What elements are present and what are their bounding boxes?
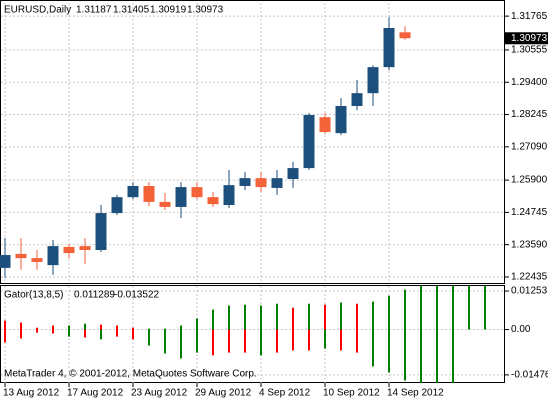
gator-bars [4,286,486,383]
x-tick-label: 23 Aug 2012 [131,388,188,399]
y-tick-label: 1.28245 [511,109,548,120]
candle-body [399,32,411,39]
candle-body [303,114,315,169]
candles [0,17,411,278]
candle-body [95,213,107,251]
y-tick-label: 1.24745 [511,207,548,218]
candle-body [0,255,11,268]
y-tick-label: 1.22435 [511,272,548,283]
main-grid [1,3,505,283]
y-tick-label: 1.31765 [511,11,548,22]
y-tick-label: 0.00 [511,324,531,335]
candle-body [383,28,395,68]
candle-body [191,187,203,198]
candle-body [351,93,363,107]
header-low: 1.30919 [150,5,187,16]
candle-body [367,67,379,94]
candle-body [175,187,187,207]
candle-body [239,178,251,186]
candle-body [271,178,283,188]
candle-body [159,201,171,207]
candle-body [207,197,219,205]
x-tick-label: 10 Sep 2012 [323,388,380,399]
candle-body [31,258,43,263]
candle-body [79,246,91,251]
chart-title: EURUSD,Daily [4,5,71,16]
candle-body [319,117,331,133]
gator-title: Gator(13,8,5) [4,290,63,301]
y-tick-label: -0.01476 [511,370,548,381]
current-price-box [505,32,548,45]
y-tick-label: 0.01253 [511,286,548,297]
current-price-label: 1.30973 [511,33,548,44]
candle-body [47,246,59,266]
candle-body [127,185,139,198]
y-tick-label: 1.27090 [511,141,548,152]
y-tick-label: 1.29400 [511,77,548,88]
gator-upper-value: 0.011289 [74,290,115,301]
x-tick-label: 17 Aug 2012 [67,388,124,399]
candle-body [223,185,235,205]
candle-body [15,253,27,259]
gator-lower-value: -0.013522 [114,290,159,301]
header-high: 1.31405 [113,5,150,16]
candle-body [255,178,267,188]
candle-body [335,106,347,134]
header-open: 1.31187 [76,5,112,16]
candle-body [111,197,123,214]
header-close: 1.30973 [187,5,224,16]
y-tick-label: 1.23590 [511,239,548,250]
main-panel [0,0,505,284]
y-tick-label: 1.25900 [511,175,548,186]
candle-body [287,168,299,179]
x-tick-label: 14 Sep 2012 [387,388,444,399]
y-tick-label: 1.30555 [511,45,548,56]
x-tick-label: 13 Aug 2012 [3,388,60,399]
candle-body [143,185,155,202]
candle-body [63,246,75,254]
x-tick-label: 4 Sep 2012 [259,388,311,399]
x-tick-label: 29 Aug 2012 [195,388,252,399]
copyright: MetaTrader 4, © 2001-2012, MetaQuotes So… [4,369,257,380]
